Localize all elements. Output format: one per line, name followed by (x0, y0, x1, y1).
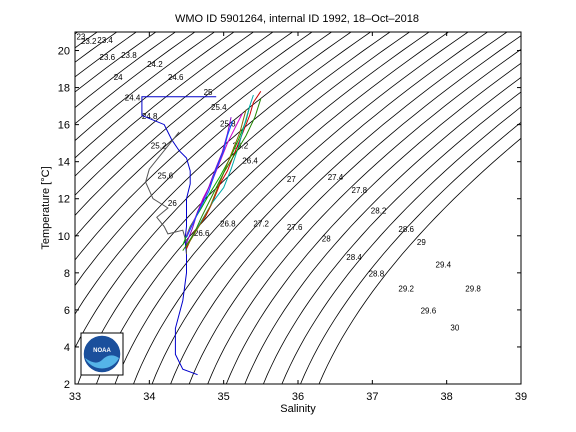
density-label: 28.4 (346, 253, 362, 262)
density-label: 25 (204, 88, 213, 97)
noaa-logo: NOAA (80, 332, 124, 376)
density-label: 30 (450, 323, 459, 332)
density-label: 26 (168, 199, 177, 208)
density-label: 24.6 (168, 73, 184, 82)
density-contours (0, 14, 521, 403)
isopycnal-line (75, 32, 313, 238)
density-label: 25.8 (220, 120, 236, 129)
x-axis-ticks: 33 34 35 36 37 38 39 (69, 32, 527, 403)
density-label: 25.2 (151, 142, 167, 151)
isopycnal-line (188, 35, 521, 384)
isopycnal-line (262, 91, 521, 384)
y-axis-label: Temperature [°C] (40, 166, 52, 249)
isopycnal-line (75, 32, 372, 315)
isopycnal-line (300, 121, 521, 384)
isopycnal-line (114, 32, 450, 384)
density-label: 26.6 (194, 229, 210, 238)
density-label: 26.8 (220, 220, 236, 229)
density-label: 28 (322, 234, 331, 243)
profile-line (141, 96, 217, 376)
density-label: 25.4 (211, 103, 227, 112)
y-tick-label: 20 (58, 46, 70, 58)
noaa-logo-text: NOAA (93, 348, 111, 354)
isopycnal-line (0, 14, 26, 403)
density-label: 24.4 (125, 94, 141, 103)
plot-area (75, 32, 521, 384)
x-tick-label: 38 (441, 391, 453, 403)
isopycnal-line (151, 32, 489, 384)
density-label: 25.6 (158, 171, 174, 180)
isopycnal-line (75, 32, 274, 196)
y-tick-label: 12 (58, 194, 70, 206)
isopycnal-line (0, 14, 6, 403)
y-tick-label: 4 (64, 342, 70, 354)
isopycnal-line (75, 32, 294, 216)
y-tick-label: 14 (58, 157, 70, 169)
y-tick-label: 10 (58, 231, 70, 243)
profile-line (186, 120, 234, 238)
isopycnal-line (75, 32, 157, 93)
isopycnal-line (133, 32, 469, 384)
density-label: 27.2 (253, 220, 269, 229)
y-tick-label: 2 (64, 379, 70, 391)
isopycnal-line (318, 137, 521, 384)
density-label: 29.2 (398, 284, 414, 293)
density-label: 27.6 (287, 223, 303, 232)
density-label: 26.2 (233, 142, 249, 151)
isopycnal-line (75, 32, 255, 177)
isopycnal-line (0, 14, 46, 403)
density-label: 26.4 (242, 157, 258, 166)
x-tick-label: 34 (143, 391, 155, 403)
isopycnal-line (75, 32, 196, 125)
x-tick-label: 36 (292, 391, 304, 403)
x-tick-label: 39 (515, 391, 527, 403)
profile-line (145, 131, 187, 255)
x-tick-label: 35 (218, 391, 230, 403)
density-label: 24.8 (142, 112, 158, 121)
density-label: 29 (417, 238, 426, 247)
x-tick-label: 37 (366, 391, 378, 403)
isopycnal-line (75, 32, 391, 349)
isopycnal-line (75, 32, 216, 142)
density-label: 24 (114, 73, 123, 82)
y-tick-label: 18 (58, 83, 70, 95)
density-label: 28.6 (398, 225, 414, 234)
isopycnal-line (170, 32, 508, 384)
isopycnal-line (0, 14, 65, 403)
density-label: 24.2 (147, 60, 163, 69)
isopycnal-line (207, 48, 521, 384)
density-label: 23.2 (81, 37, 97, 46)
density-label: 27.4 (328, 173, 344, 182)
density-label: 28.8 (369, 270, 385, 279)
chart-title: WMO ID 5901264, internal ID 1992, 18–Oct… (175, 13, 419, 25)
y-tick-label: 16 (58, 120, 70, 132)
density-label: 29.6 (421, 307, 437, 316)
x-tick-label: 33 (69, 391, 81, 403)
y-tick-label: 6 (64, 305, 70, 317)
isopycnal-line (75, 32, 235, 159)
density-label: 27.8 (352, 186, 368, 195)
isopycnal-line (75, 32, 352, 287)
density-label: 29.4 (436, 260, 452, 269)
isopycnal-line (75, 32, 176, 109)
density-label: 23.8 (121, 51, 137, 60)
x-axis-label: Salinity (280, 403, 316, 415)
density-label: 23 (77, 32, 86, 41)
y-tick-label: 8 (64, 268, 70, 280)
isopycnal-line (75, 32, 333, 261)
isopycnal-line (225, 62, 521, 384)
density-label: 27 (287, 175, 296, 184)
profile-line (186, 117, 232, 244)
profile-lines (141, 91, 262, 376)
isopycnal-line (244, 76, 521, 384)
isopycnal-line (281, 106, 521, 384)
density-label: 28.2 (371, 207, 387, 216)
profile-line (182, 98, 262, 251)
density-label: 23.6 (100, 53, 116, 62)
density-label: 23.4 (97, 36, 113, 45)
density-label: 29.8 (465, 284, 481, 293)
